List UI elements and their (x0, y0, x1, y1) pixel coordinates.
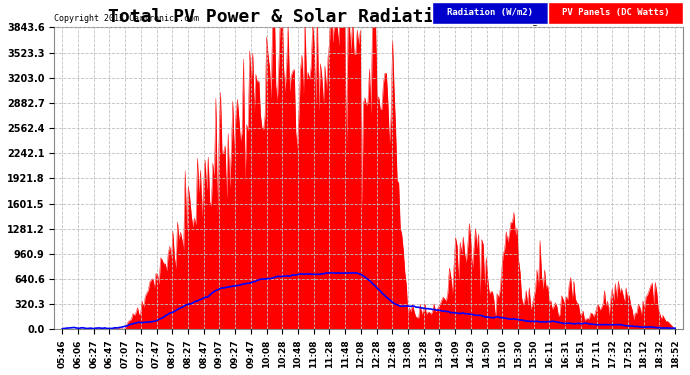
FancyBboxPatch shape (548, 2, 683, 24)
Text: Radiation (W/m2): Radiation (W/m2) (446, 9, 533, 18)
FancyBboxPatch shape (432, 2, 548, 24)
Text: Copyright 2013 Cartronics.com: Copyright 2013 Cartronics.com (55, 14, 199, 23)
Title: Total PV Power & Solar Radiation Thu May 2 19:11: Total PV Power & Solar Radiation Thu May… (108, 7, 630, 26)
Text: PV Panels (DC Watts): PV Panels (DC Watts) (562, 9, 669, 18)
